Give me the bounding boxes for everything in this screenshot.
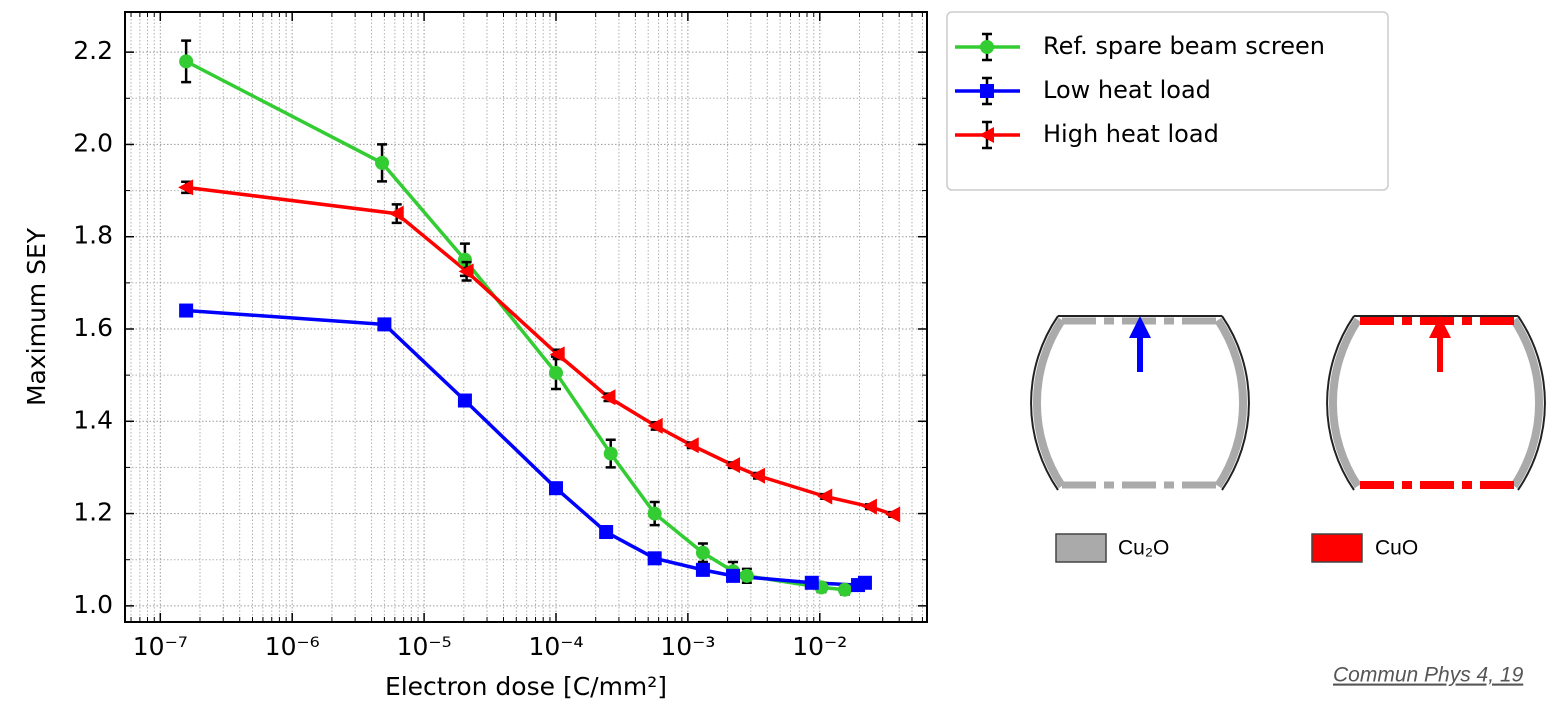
marker xyxy=(817,488,833,505)
marker xyxy=(548,365,563,380)
arrow-head xyxy=(1129,316,1151,338)
marker xyxy=(179,303,194,318)
marker xyxy=(458,263,474,280)
legend-label: Low heat load xyxy=(1043,76,1211,104)
plot-frame xyxy=(124,11,928,623)
marker xyxy=(603,446,618,461)
marker xyxy=(885,506,901,523)
cuo-swatch xyxy=(1311,533,1363,563)
marker xyxy=(548,481,563,496)
marker xyxy=(549,346,565,363)
y-tick-label: 2.0 xyxy=(73,128,113,157)
marker xyxy=(683,437,699,454)
x-tick-label: 10⁻⁶ xyxy=(265,632,320,661)
legend-box xyxy=(946,11,1389,191)
y-axis-label: Maximum SEY xyxy=(22,227,51,406)
marker xyxy=(647,551,662,566)
marker xyxy=(457,393,472,408)
diagram: Cu₂O CuO Commun Phys 4, 19 xyxy=(1030,315,1546,687)
marker xyxy=(695,562,710,577)
marker xyxy=(457,252,472,267)
marker xyxy=(647,417,663,434)
series-line xyxy=(186,308,866,587)
x-tick-label: 10⁻³ xyxy=(660,632,715,661)
marker xyxy=(599,525,614,540)
marker xyxy=(600,389,616,406)
marker xyxy=(804,575,819,590)
legend-marker xyxy=(979,127,994,143)
marker xyxy=(739,568,754,583)
series-line xyxy=(185,185,894,517)
legend-marker xyxy=(980,40,994,54)
arrow-head xyxy=(1429,316,1451,338)
legend-marker xyxy=(980,84,994,98)
marker xyxy=(377,317,392,332)
citation: Commun Phys 4, 19 xyxy=(1333,664,1524,687)
y-tick-label: 1.4 xyxy=(73,405,113,434)
cu2o-wall xyxy=(1328,317,1362,489)
marker xyxy=(695,545,710,560)
marker xyxy=(726,568,741,583)
x-tick-label: 10⁻⁴ xyxy=(528,632,583,661)
y-tick-label: 1.6 xyxy=(73,313,113,342)
marker xyxy=(179,54,194,69)
y-tick-label: 1.8 xyxy=(73,221,113,250)
legend-label: Ref. spare beam screen xyxy=(1043,32,1325,60)
legend-label: High heat load xyxy=(1043,120,1219,148)
x-axis-label: Electron dose [C/mm²] xyxy=(385,672,667,701)
marker xyxy=(749,467,765,484)
marker xyxy=(647,506,662,521)
x-tick-label: 10⁻⁷ xyxy=(133,632,188,661)
marker xyxy=(388,205,404,222)
legend-label: CuO xyxy=(1375,537,1418,560)
cu2o-swatch xyxy=(1055,533,1107,563)
marker xyxy=(375,155,390,170)
x-tick-label: 10⁻⁵ xyxy=(397,632,452,661)
x-tick-label: 10⁻² xyxy=(792,632,847,661)
marker xyxy=(725,457,741,474)
marker xyxy=(857,575,872,590)
outline xyxy=(1326,315,1546,491)
marker xyxy=(861,498,877,515)
marker xyxy=(837,582,852,597)
cu2o-wall xyxy=(1214,317,1248,489)
y-tick-label: 1.2 xyxy=(73,498,113,527)
y-tick-label: 2.2 xyxy=(73,36,113,65)
y-tick-label: 1.0 xyxy=(73,590,113,619)
series-line xyxy=(185,59,846,592)
cu2o-wall xyxy=(1032,317,1066,489)
marker xyxy=(178,179,194,196)
legend-label: Cu₂O xyxy=(1118,537,1169,560)
cu2o-wall xyxy=(1510,317,1544,489)
